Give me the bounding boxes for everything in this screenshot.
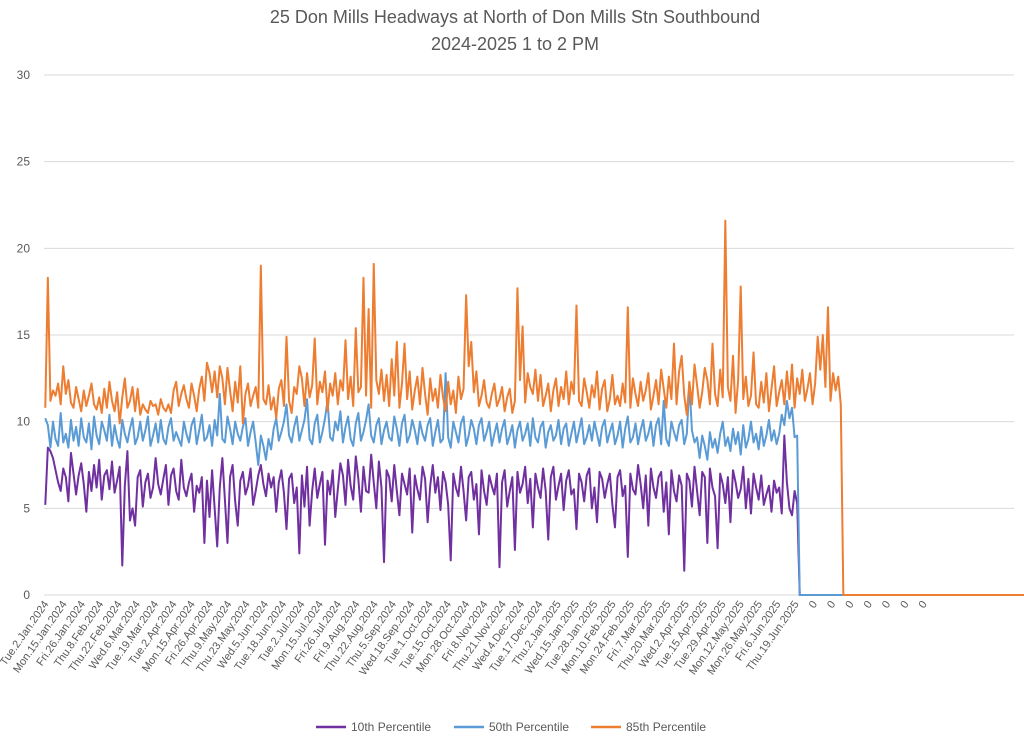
y-tick-label: 15 [17,328,31,342]
x-axis-ticks: Tue.2.Jan.2024Mon.15.Jan.2024Fri.26.Jan.… [0,599,930,678]
y-tick-label: 10 [17,415,31,429]
chart-subtitle: 2024-2025 1 to 2 PM [431,34,599,54]
legend-label: 50th Percentile [489,720,569,734]
chart-title: 25 Don Mills Headways at North of Don Mi… [270,7,760,27]
legend-label: 10th Percentile [351,720,431,734]
y-tick-label: 0 [23,588,30,602]
x-tick-label: 0 [825,599,838,611]
legend-label: 85th Percentile [626,720,706,734]
x-tick-label: 0 [917,599,930,611]
gridlines [44,74,1014,596]
y-tick-label: 5 [23,501,30,515]
y-tick-label: 30 [17,68,31,82]
series-line-85th-percentile [44,219,1024,596]
x-tick-label: 0 [880,599,893,611]
series-line-10th-percentile [44,434,1013,596]
y-tick-label: 25 [17,155,31,169]
x-tick-label: 0 [862,599,875,611]
legend: 10th Percentile 50th Percentile 85th Perce… [316,720,706,734]
series-lines [44,219,1024,596]
y-axis-ticks: 0 5 10 15 20 25 30 [17,68,31,602]
x-tick-label: 0 [898,599,911,611]
x-tick-label: 0 [843,599,856,611]
x-tick-label: 0 [807,599,820,611]
y-tick-label: 20 [17,241,31,255]
